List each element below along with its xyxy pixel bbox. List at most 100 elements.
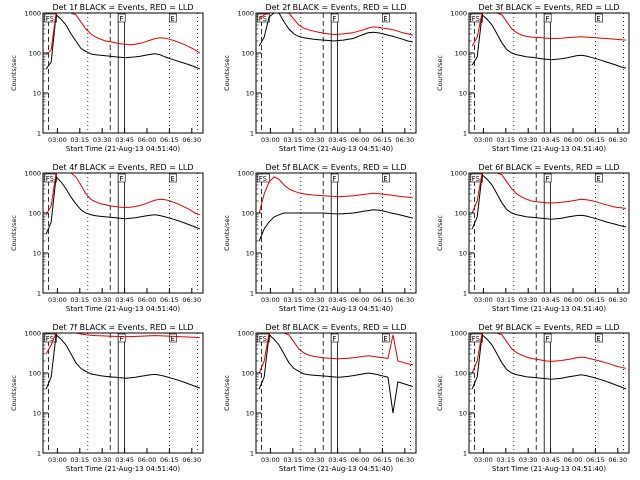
x-tick-label: 06:15 xyxy=(160,456,179,464)
y-tick-label: 100 xyxy=(29,210,41,218)
x-tick-label: 03:30 xyxy=(519,456,538,464)
plot-frame xyxy=(42,12,204,134)
x-tick-label: 03:15 xyxy=(283,456,302,464)
x-tick-label: 03:45 xyxy=(115,456,134,464)
plot-frame xyxy=(42,332,204,454)
series-line xyxy=(45,175,200,235)
x-axis-title: Start Time (21-Aug-13 04:51:40) xyxy=(279,145,393,153)
y-tick-label: 100 xyxy=(242,370,254,378)
x-tick-label: 03:15 xyxy=(283,136,302,144)
y-tick-label: 1 xyxy=(463,130,467,138)
marker-label-box xyxy=(117,173,126,183)
marker-label: F xyxy=(545,335,549,343)
x-axis-title: Start Time (21-Aug-13 04:51:40) xyxy=(66,465,180,473)
x-tick-label: 06:00 xyxy=(138,296,157,304)
detector-plot: Det 4f BLACK = Events, RED = LLD FS F E 1 10 1… xyxy=(10,163,204,313)
marker-label: F xyxy=(332,175,336,183)
marker-label: F xyxy=(119,335,123,343)
y-tick-label: 100 xyxy=(455,50,467,58)
marker-label: FS xyxy=(46,15,54,23)
x-tick-label: 06:30 xyxy=(182,296,201,304)
y-tick-label: 1000 xyxy=(237,170,254,178)
plot-title: Det 5f BLACK = Events, RED = LLD xyxy=(265,163,406,172)
marker-label-box xyxy=(169,333,177,343)
y-tick-label: 1 xyxy=(250,130,254,138)
x-tick-label: 06:30 xyxy=(608,456,627,464)
x-tick-label: 03:00 xyxy=(48,136,67,144)
marker-label-box xyxy=(257,13,270,23)
plot-frame xyxy=(255,12,417,134)
marker-label: F xyxy=(332,15,336,23)
y-tick-label: 1 xyxy=(37,290,41,298)
x-tick-label: 03:15 xyxy=(283,296,302,304)
y-axis-title: Counts/sec xyxy=(10,215,18,251)
y-tick-label: 10 xyxy=(33,250,41,258)
y-tick-label: 1000 xyxy=(450,330,467,338)
marker-label: FS xyxy=(259,175,267,183)
x-tick-label: 06:15 xyxy=(160,296,179,304)
y-tick-label: 100 xyxy=(455,370,467,378)
y-tick-label: 10 xyxy=(246,250,254,258)
marker-label: E xyxy=(596,15,600,23)
marker-label: FS xyxy=(259,335,267,343)
x-tick-label: 06:15 xyxy=(586,456,605,464)
x-tick-label: 03:45 xyxy=(115,296,134,304)
marker-label-box xyxy=(257,333,270,343)
x-tick-label: 03:15 xyxy=(70,136,89,144)
plot-title: Det 1f BLACK = Events, RED = LLD xyxy=(52,3,193,12)
plot-title: Det 9f BLACK = Events, RED = LLD xyxy=(478,323,619,332)
x-tick-label: 03:45 xyxy=(541,136,560,144)
plot-frame xyxy=(468,332,630,454)
marker-label: E xyxy=(383,335,387,343)
detector-plot: Det 2f BLACK = Events, RED = LLD FS F E 1 10 1… xyxy=(223,3,417,153)
marker-label: E xyxy=(170,175,174,183)
series-line xyxy=(258,333,413,414)
plot-title: Det 8f BLACK = Events, RED = LLD xyxy=(265,323,406,332)
y-axis-title: Counts/sec xyxy=(436,215,444,251)
plot-title: Det 2f BLACK = Events, RED = LLD xyxy=(265,3,406,12)
detector-plot: Det 9f BLACK = Events, RED = LLD FS F E 1 10 1… xyxy=(436,323,630,473)
y-tick-label: 1000 xyxy=(450,10,467,18)
marker-label: E xyxy=(596,335,600,343)
marker-label: E xyxy=(383,175,387,183)
marker-label: FS xyxy=(472,15,480,23)
x-tick-label: 06:30 xyxy=(395,456,414,464)
y-tick-label: 100 xyxy=(29,370,41,378)
x-tick-label: 03:00 xyxy=(474,136,493,144)
y-tick-label: 10 xyxy=(246,410,254,418)
x-tick-label: 06:15 xyxy=(373,456,392,464)
marker-label: E xyxy=(596,175,600,183)
x-tick-label: 06:30 xyxy=(608,136,627,144)
x-tick-label: 03:45 xyxy=(328,136,347,144)
marker-label-box xyxy=(44,333,57,343)
x-tick-label: 03:30 xyxy=(93,296,112,304)
x-tick-label: 03:00 xyxy=(48,456,67,464)
plot-frame xyxy=(42,172,204,294)
x-tick-label: 03:30 xyxy=(519,296,538,304)
y-tick-label: 1000 xyxy=(450,170,467,178)
x-tick-label: 06:15 xyxy=(586,136,605,144)
x-tick-label: 03:30 xyxy=(306,136,325,144)
x-tick-label: 03:30 xyxy=(306,296,325,304)
marker-label: F xyxy=(332,335,336,343)
plot-frame xyxy=(468,172,630,294)
marker-label-box xyxy=(470,173,483,183)
marker-label-box xyxy=(595,333,603,343)
marker-label-box xyxy=(330,13,339,23)
x-tick-label: 03:30 xyxy=(93,456,112,464)
marker-label-box xyxy=(382,13,390,23)
y-tick-label: 100 xyxy=(29,50,41,58)
x-tick-label: 03:15 xyxy=(496,296,515,304)
x-tick-label: 06:00 xyxy=(564,136,583,144)
detector-plot: Det 3f BLACK = Events, RED = LLD FS F E 1 10 1… xyxy=(436,3,630,153)
x-tick-label: 03:45 xyxy=(328,456,347,464)
y-tick-label: 100 xyxy=(455,210,467,218)
marker-label: FS xyxy=(472,175,480,183)
x-tick-label: 06:00 xyxy=(564,456,583,464)
x-tick-label: 03:00 xyxy=(474,456,493,464)
x-tick-label: 06:00 xyxy=(138,136,157,144)
x-axis-title: Start Time (21-Aug-13 04:51:40) xyxy=(492,305,606,313)
y-tick-label: 1000 xyxy=(24,330,41,338)
x-tick-label: 03:30 xyxy=(519,136,538,144)
y-tick-label: 1 xyxy=(463,290,467,298)
